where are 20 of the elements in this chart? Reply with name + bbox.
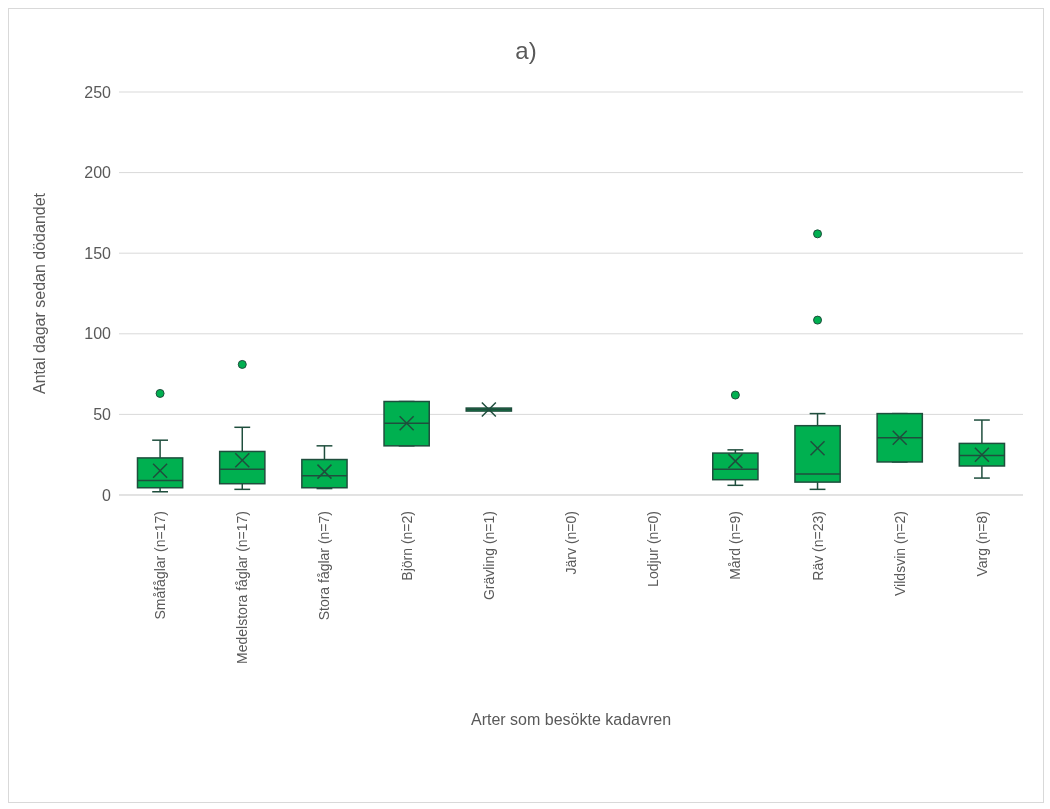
- y-axis-title: Antal dagar sedan dödandet: [30, 192, 48, 395]
- y-tick-label: 100: [84, 325, 112, 343]
- y-tick-label: 0: [102, 486, 112, 504]
- y-tick-label: 150: [84, 244, 112, 262]
- x-tick-label: Lodjur (n=0): [645, 511, 662, 587]
- x-tick-label: Småfåglar (n=17): [152, 511, 169, 620]
- x-tick-label: Varg (n=8): [973, 511, 990, 577]
- x-tick-label: Grävling (n=1): [480, 511, 497, 601]
- x-tick-label: Medelstora fåglar (n=17): [234, 511, 251, 664]
- x-tick-label: Järv (n=0): [563, 511, 579, 575]
- x-tick-label: Stora fåglar (n=7): [316, 511, 333, 621]
- x-axis-title: Arter som besökte kadavren: [470, 711, 672, 728]
- y-tick-label: 200: [84, 164, 112, 182]
- x-tick-label: Mård (n=9): [727, 511, 744, 580]
- x-tick-label: Räv (n=23): [809, 511, 826, 581]
- x-tick-label: Björn (n=2): [398, 511, 415, 581]
- x-tick-label: Vildsvin (n=2): [891, 511, 908, 596]
- chart-title: a): [514, 37, 538, 65]
- y-tick-label: 50: [93, 406, 112, 424]
- y-tick-label: 250: [84, 83, 112, 101]
